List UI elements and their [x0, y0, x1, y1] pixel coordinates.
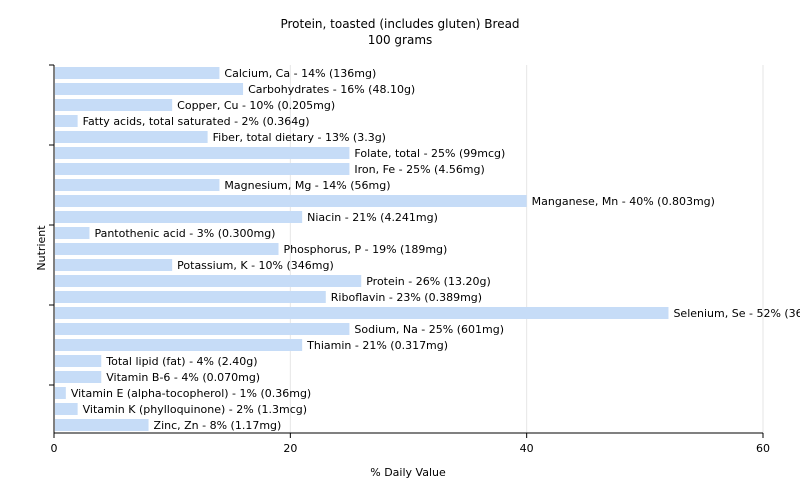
bar-5	[55, 147, 350, 159]
axes: 0 20 40 60	[49, 64, 770, 455]
bar-4	[55, 131, 208, 143]
x-tick-label-1: 20	[283, 442, 297, 455]
bar-label-18: Total lipid (fat) - 4% (2.40g)	[105, 355, 257, 368]
bar-label-5: Folate, total - 25% (99mcg)	[354, 147, 505, 160]
bar-label-17: Thiamin - 21% (0.317mg)	[306, 339, 448, 352]
bar-1	[55, 83, 244, 95]
chart-subtitle: 100 grams	[368, 33, 433, 47]
bars: Calcium, Ca - 14% (136mg) Carbohydrates -…	[55, 67, 800, 432]
bar-11	[55, 243, 279, 255]
bar-label-15: Selenium, Se - 52% (36.2mcg)	[673, 307, 800, 320]
bar-12	[55, 259, 173, 271]
x-tick-label-3: 60	[756, 442, 770, 455]
x-tick-label-2: 40	[520, 442, 534, 455]
y-axis-label: Nutrient	[35, 225, 48, 271]
bar-label-9: Niacin - 21% (4.241mg)	[307, 211, 438, 224]
bar-20	[55, 387, 66, 399]
bar-9	[55, 211, 303, 223]
bar-label-16: Sodium, Na - 25% (601mg)	[354, 323, 504, 336]
bar-label-7: Magnesium, Mg - 14% (56mg)	[224, 179, 390, 192]
bar-14	[55, 291, 326, 303]
bar-10	[55, 227, 90, 239]
bar-16	[55, 323, 350, 335]
bar-label-11: Phosphorus, P - 19% (189mg)	[284, 243, 448, 256]
bar-label-8: Manganese, Mn - 40% (0.803mg)	[532, 195, 715, 208]
bar-17	[55, 339, 303, 351]
bar-label-22: Zinc, Zn - 8% (1.17mg)	[154, 419, 282, 432]
bar-label-1: Carbohydrates - 16% (48.10g)	[248, 83, 415, 96]
bar-label-2: Copper, Cu - 10% (0.205mg)	[177, 99, 335, 112]
bar-label-4: Fiber, total dietary - 13% (3.3g)	[213, 131, 386, 144]
bar-13	[55, 275, 362, 287]
bar-label-10: Pantothenic acid - 3% (0.300mg)	[94, 227, 275, 240]
bar-21	[55, 403, 78, 415]
grid	[289, 65, 764, 433]
bar-label-12: Potassium, K - 10% (346mg)	[177, 259, 334, 272]
bar-label-0: Calcium, Ca - 14% (136mg)	[224, 67, 376, 80]
bar-7	[55, 179, 220, 191]
bar-3	[55, 115, 78, 127]
bar-19	[55, 371, 102, 383]
bar-18	[55, 355, 102, 367]
bar-label-21: Vitamin K (phylloquinone) - 2% (1.3mcg)	[83, 403, 307, 416]
bar-label-6: Iron, Fe - 25% (4.56mg)	[354, 163, 484, 176]
bar-label-3: Fatty acids, total saturated - 2% (0.364…	[83, 115, 310, 128]
x-axis-label: % Daily Value	[370, 466, 446, 479]
bar-label-19: Vitamin B-6 - 4% (0.070mg)	[106, 371, 260, 384]
bar-6	[55, 163, 350, 175]
chart-title: Protein, toasted (includes gluten) Bread	[280, 17, 519, 31]
bar-label-20: Vitamin E (alpha-tocopherol) - 1% (0.36m…	[71, 387, 311, 400]
bar-22	[55, 419, 149, 431]
bar-label-13: Protein - 26% (13.20g)	[366, 275, 491, 288]
bar-label-14: Riboflavin - 23% (0.389mg)	[331, 291, 482, 304]
x-tick-label-0: 0	[51, 442, 58, 455]
bar-15	[55, 307, 669, 319]
bar-2	[55, 99, 173, 111]
bar-0	[55, 67, 220, 79]
bar-8	[55, 195, 527, 207]
